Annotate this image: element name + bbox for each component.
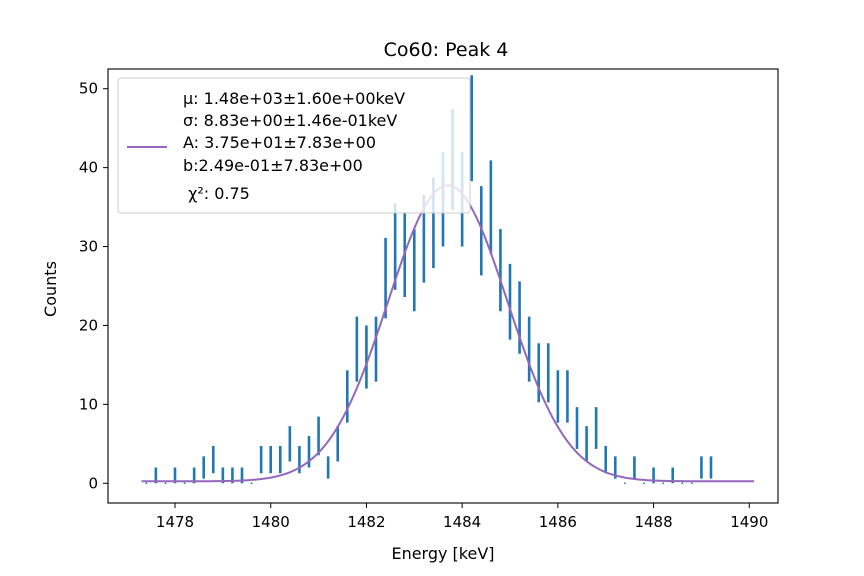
legend-line-mu: μ: 1.48e+03±1.60e+00keV bbox=[183, 89, 405, 108]
x-tick-label: 1488 bbox=[634, 513, 672, 531]
plot-frame bbox=[107, 68, 779, 504]
data-point bbox=[250, 482, 253, 485]
legend-box bbox=[117, 77, 471, 214]
legend: μ: 1.48e+03±1.60e+00keV σ: 8.83e+00±1.46… bbox=[117, 77, 471, 214]
y-axis-label: Counts bbox=[41, 261, 60, 317]
x-tick-label: 1478 bbox=[156, 513, 194, 531]
data-point bbox=[690, 482, 693, 485]
chart-title: Co60: Peak 4 bbox=[384, 39, 509, 61]
x-tick-label: 1482 bbox=[347, 513, 385, 531]
legend-line-chi2: χ²: 0.75 bbox=[183, 184, 250, 203]
x-tick-label: 1486 bbox=[539, 513, 577, 531]
x-tick-label: 1484 bbox=[443, 513, 481, 531]
x-axis-ticks: 1478 1480 1482 1484 1486 1488 1490 bbox=[156, 503, 768, 531]
legend-line-b: b:2.49e-01±7.83e+00 bbox=[183, 156, 363, 175]
errorbar-series bbox=[145, 75, 713, 485]
x-tick-label: 1490 bbox=[730, 513, 768, 531]
y-tick-label: 30 bbox=[79, 238, 98, 256]
x-tick-label: 1480 bbox=[252, 513, 290, 531]
y-tick-label: 50 bbox=[79, 80, 98, 98]
legend-line-a: A: 3.75e+01±7.83e+00 bbox=[183, 133, 376, 152]
y-tick-label: 0 bbox=[88, 474, 98, 492]
data-point bbox=[164, 482, 167, 485]
y-tick-label: 20 bbox=[79, 316, 98, 334]
data-point bbox=[681, 482, 684, 485]
y-axis-ticks: 0 10 20 30 40 50 bbox=[79, 80, 108, 492]
legend-line-sigma: σ: 8.83e+00±1.46e-01keV bbox=[183, 111, 397, 130]
x-axis-label: Energy [keV] bbox=[391, 544, 494, 563]
y-tick-label: 40 bbox=[79, 159, 98, 177]
data-point bbox=[183, 482, 186, 485]
data-point bbox=[145, 482, 148, 485]
data-point bbox=[623, 482, 626, 485]
fit-line bbox=[141, 184, 755, 483]
y-tick-label: 10 bbox=[79, 395, 98, 413]
data-point bbox=[662, 482, 665, 485]
data-point bbox=[643, 482, 645, 485]
